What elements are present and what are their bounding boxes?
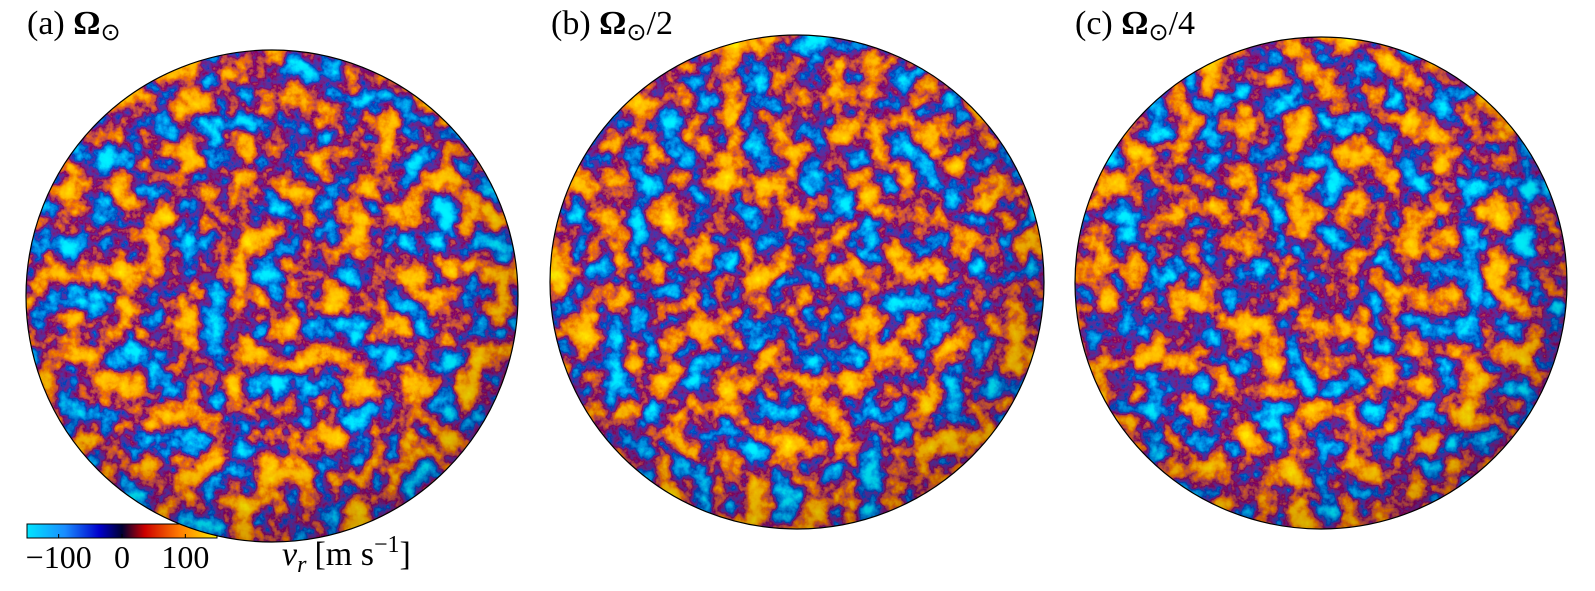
variable: v: [282, 536, 298, 573]
sphere-outline: [25, 49, 519, 543]
limb-shading: [550, 35, 1044, 529]
unit: [m s: [314, 536, 374, 573]
sphere: [26, 50, 518, 542]
sphere-outline: [549, 34, 1045, 530]
colorbar-tick-label: 100: [161, 539, 209, 575]
panel-prefix: (c): [1075, 5, 1113, 42]
limb-shading: [26, 50, 518, 542]
sphere: [1075, 37, 1567, 529]
panel-prefix: (b): [551, 5, 591, 42]
colorbar-label: vr [m s−1]: [282, 532, 411, 578]
panel-suffix: /2: [647, 5, 673, 42]
panel-suffix: /4: [1169, 5, 1195, 42]
panel-symbol: Ω: [599, 5, 626, 42]
unit-close: ]: [399, 536, 410, 573]
variable-subscript: r: [297, 552, 307, 578]
panel-symbol: Ω: [73, 5, 100, 42]
unit-exponent: −1: [374, 532, 400, 558]
sphere-outline: [1074, 36, 1568, 530]
panel-prefix: (a): [27, 5, 65, 42]
panel-subscript: ⊙: [100, 20, 120, 46]
limb-shading: [1075, 37, 1567, 529]
sphere: [550, 35, 1044, 529]
panel-label: (c) Ω⊙/4: [1075, 5, 1195, 46]
panel-label: (a) Ω⊙: [27, 5, 121, 46]
panel-subscript: ⊙: [626, 20, 646, 46]
colorbar-tick-label: 0: [114, 539, 130, 575]
panel-symbol: Ω: [1121, 5, 1148, 42]
colorbar-tick-label: −100: [26, 539, 92, 575]
panel-label: (b) Ω⊙/2: [551, 5, 673, 46]
panel-subscript: ⊙: [1148, 20, 1168, 46]
